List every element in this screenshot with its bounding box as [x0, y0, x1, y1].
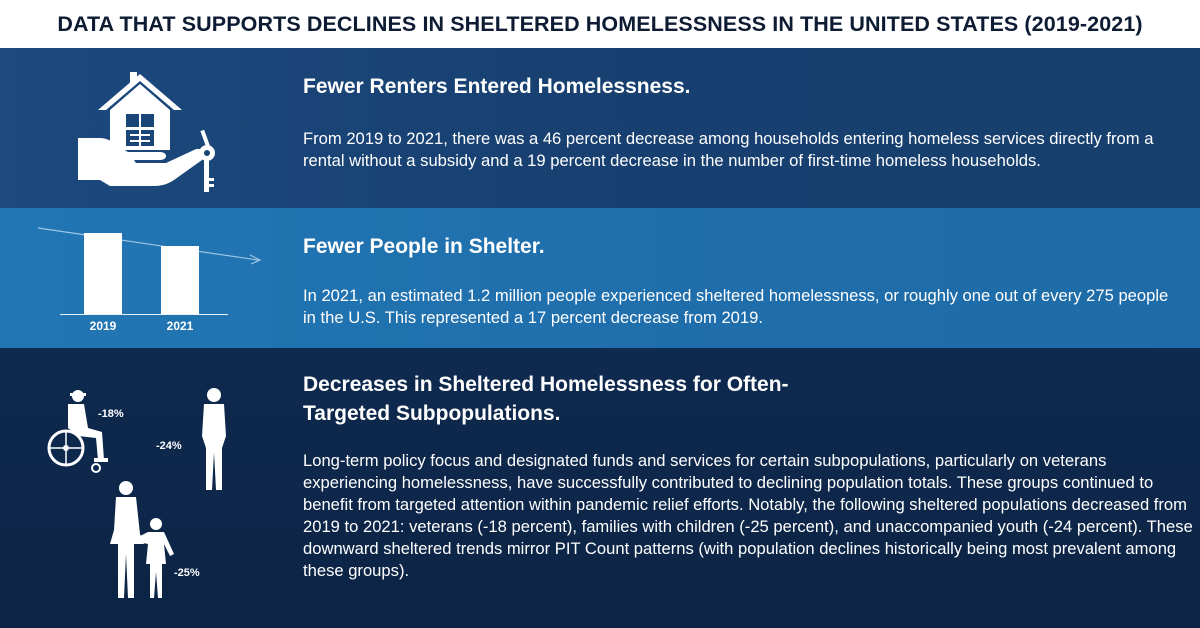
page-title: DATA THAT SUPPORTS DECLINES IN SHELTERED… [57, 11, 1143, 36]
section-heading: Fewer People in Shelter. [303, 235, 545, 258]
standing-youth-icon [202, 388, 226, 490]
bar-label: 2019 [89, 319, 117, 333]
bar-2019 [84, 233, 122, 314]
wheelchair-person-icon [47, 390, 108, 473]
parent-child-icon [110, 481, 174, 598]
families-change: -25% [174, 567, 200, 579]
section-subpopulations: -18% -24% -25% Decreases in Sheltered Ho… [0, 348, 1200, 628]
section-body: In 2021, an estimated 1.2 million people… [303, 286, 1169, 327]
youth-change: -24% [156, 440, 182, 452]
section-body: From 2019 to 2021, there was a 46 percen… [303, 129, 1154, 170]
title-bar: DATA THAT SUPPORTS DECLINES IN SHELTERED… [0, 0, 1200, 48]
section-shelter: 2019 2021 Fewer People in Shelter. In 20… [0, 208, 1200, 348]
section-heading: Decreases in Sheltered Homelessness for … [303, 373, 789, 425]
section-renters: Fewer Renters Entered Homelessness. From… [0, 48, 1200, 208]
trend-arrow-icon [37, 227, 262, 265]
veterans-change: -18% [98, 408, 124, 420]
hand-holding-house-with-keys-icon [78, 72, 215, 192]
bar-2021 [161, 246, 199, 314]
bar-chart-decline-icon: 2019 2021 [0, 208, 290, 348]
bar-label: 2021 [166, 319, 194, 333]
section-heading: Fewer Renters Entered Homelessness. [303, 75, 691, 98]
chart-axis [60, 314, 228, 315]
section-body: Long-term policy focus and designated fu… [303, 451, 1193, 580]
